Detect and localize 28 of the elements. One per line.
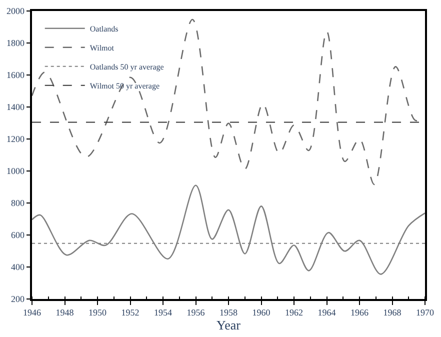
x-tick-label: 1958	[220, 308, 238, 318]
x-axis-title: Year	[216, 318, 242, 333]
legend-label: Oatlands	[90, 24, 118, 34]
x-tick-label: 1968	[383, 308, 402, 318]
x-tick-label: 1960	[252, 308, 271, 318]
x-tick-label: 1962	[285, 308, 303, 318]
x-tick-label: 1950	[88, 308, 107, 318]
y-tick-label: 1000	[6, 166, 25, 176]
y-tick-label: 600	[10, 230, 25, 240]
y-tick-label: 2000	[6, 6, 25, 16]
y-tick-label: 400	[10, 262, 25, 272]
x-tick-label: 1948	[56, 308, 74, 318]
y-tick-label: 1600	[6, 70, 25, 80]
y-tick-label: 200	[10, 294, 25, 304]
x-tick-label: 1964	[318, 308, 336, 318]
y-tick-label: 1400	[6, 102, 25, 112]
x-tick-label: 1952	[121, 308, 140, 318]
legend-label: Oatlands 50 yr average	[90, 62, 164, 72]
legend-label: Wilmot	[90, 44, 115, 52]
y-tick-label: 1800	[6, 38, 25, 48]
x-tick-label: 1954	[154, 308, 172, 318]
x-tick-label: 1970	[416, 308, 434, 318]
x-tick-label: 1956	[186, 308, 206, 318]
y-tick-label: 1200	[6, 134, 25, 144]
x-tick-label: 1966	[350, 308, 369, 318]
line-series	[32, 184, 425, 275]
y-tick-label: 800	[10, 198, 25, 208]
x-tick-label: 1946	[23, 308, 42, 318]
